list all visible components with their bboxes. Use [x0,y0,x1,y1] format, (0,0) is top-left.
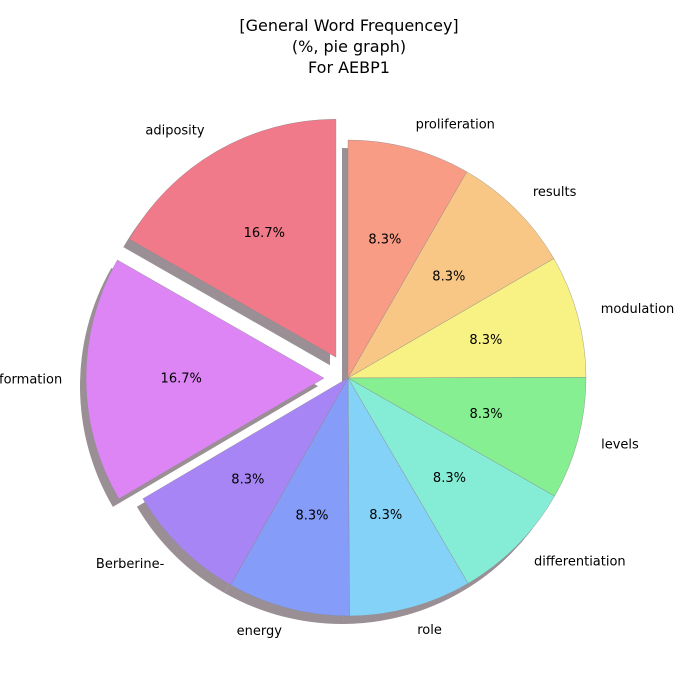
slice-category-label-4: differentiation [534,555,626,570]
percent-labels: 8.3% 8.3% 8.3% 8.3% 8.3% 8.3% 8.3% 8.3% 16.7% 16.… [161,226,503,523]
pie-slice-7 [142,377,349,586]
slice-percent-label-4: 8.3% [433,471,466,486]
pie-slice-5 [347,377,469,617]
slice-percent-label-3: 8.3% [470,407,503,422]
category-labels: proliferation results modulation levels diff… [0,118,674,639]
chart-title: [General Word Frequencey] (%, pie graph)… [239,16,458,77]
slice-category-label-3: levels [601,437,639,452]
slice-percent-label-1: 8.3% [432,269,465,284]
pie-slice-0 [347,139,468,379]
slice-percent-label-8: 16.7% [161,372,202,387]
slice-category-label-7: Berberine- [96,557,165,572]
chart-title-line-2: (%, pie graph) [292,37,406,56]
slice-percent-label-7: 8.3% [231,472,264,487]
slice-category-label-0: proliferation [416,118,495,133]
pie-slice-3 [347,377,587,497]
pie-slice-4 [347,377,555,584]
pie-slice-8 [85,259,325,500]
slice-percent-label-2: 8.3% [469,333,502,348]
slice-category-label-2: modulation [601,302,675,317]
slice-percent-label-6: 8.3% [295,509,328,524]
pie-slice-2 [347,258,587,379]
pie-slice-9 [129,119,337,358]
slice-percent-label-0: 8.3% [368,233,401,248]
slice-category-label-6: energy [237,624,283,639]
slice-percent-label-5: 8.3% [369,508,402,523]
pie-slices [85,119,587,617]
slice-category-label-9: adiposity [145,123,205,138]
chart-title-line-1: [General Word Frequencey] [239,16,458,35]
pie-slice-1 [347,171,555,379]
slice-percent-label-9: 16.7% [244,226,285,241]
pie-slice-6 [230,377,350,617]
chart-title-line-3: For AEBP1 [308,58,390,77]
slice-category-label-1: results [533,185,577,200]
slice-category-label-8: formation [0,372,62,387]
slice-category-label-5: role [417,623,442,638]
